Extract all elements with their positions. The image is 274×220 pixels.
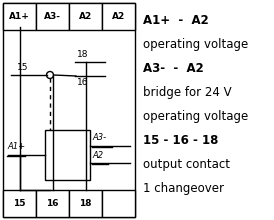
Bar xyxy=(102,3,135,30)
Text: 16: 16 xyxy=(77,78,89,87)
Text: A3-: A3- xyxy=(44,12,61,21)
Bar xyxy=(3,3,36,30)
Text: A1+  -  A2: A1+ - A2 xyxy=(143,14,209,27)
Bar xyxy=(36,3,69,30)
Bar xyxy=(36,190,69,217)
Text: A3-  -  A2: A3- - A2 xyxy=(143,62,204,75)
Text: A2: A2 xyxy=(92,150,103,160)
Text: output contact: output contact xyxy=(143,158,230,171)
Text: operating voltage: operating voltage xyxy=(143,38,248,51)
Text: 18: 18 xyxy=(77,50,89,59)
Bar xyxy=(69,190,102,217)
Text: 15 - 16 - 18: 15 - 16 - 18 xyxy=(143,134,218,147)
Text: A1+: A1+ xyxy=(9,12,30,21)
Bar xyxy=(69,3,102,30)
Text: 15: 15 xyxy=(17,63,28,72)
Text: A2: A2 xyxy=(79,12,92,21)
Text: A3-: A3- xyxy=(92,134,106,143)
Text: operating voltage: operating voltage xyxy=(143,110,248,123)
Bar xyxy=(3,3,135,217)
Bar xyxy=(3,190,36,217)
Text: A2: A2 xyxy=(112,12,125,21)
Bar xyxy=(45,130,90,180)
Text: 18: 18 xyxy=(79,199,92,208)
Bar xyxy=(102,190,135,217)
Text: 15: 15 xyxy=(13,199,26,208)
Text: 1 changeover: 1 changeover xyxy=(143,182,224,195)
Text: 16: 16 xyxy=(46,199,59,208)
Text: bridge for 24 V: bridge for 24 V xyxy=(143,86,232,99)
Text: A1+: A1+ xyxy=(7,142,25,151)
